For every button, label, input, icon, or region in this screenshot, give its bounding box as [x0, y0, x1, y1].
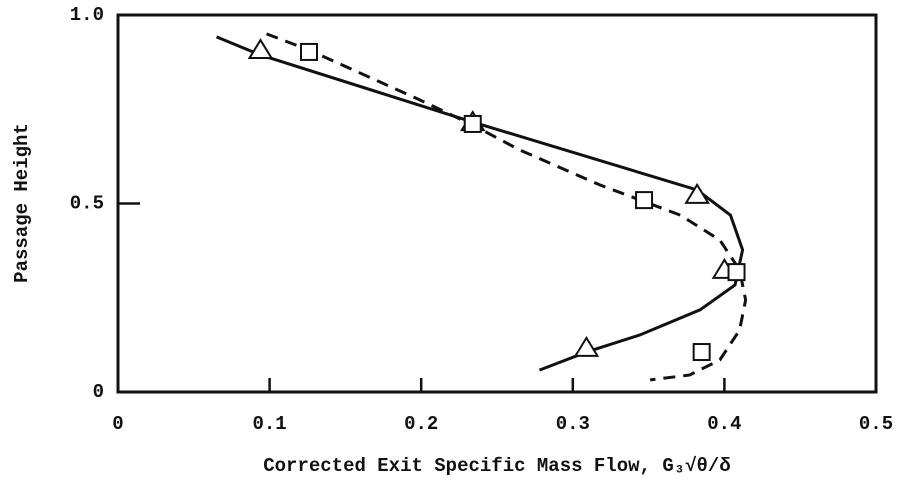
- x-tick-label: 0.5: [859, 413, 893, 435]
- y-tick-label: 1.0: [70, 4, 104, 26]
- y-tick-label: 0.5: [70, 193, 104, 215]
- fit-curve: [266, 32, 748, 382]
- square-marker: [692, 343, 711, 362]
- triangle-marker: [247, 38, 274, 60]
- triangle-marker: [684, 182, 710, 204]
- x-tick-label: 0.1: [252, 413, 286, 435]
- x-tick-label: 0: [112, 413, 123, 435]
- square-marker: [300, 42, 319, 61]
- square-marker: [463, 114, 482, 133]
- fit-curve: [215, 35, 745, 372]
- y-tick-label: 0: [93, 381, 104, 403]
- x-tick-label: 0.3: [556, 413, 590, 435]
- square-marker: [727, 263, 746, 282]
- y-axis-label: Passage Height: [11, 123, 33, 283]
- plot-frame: [116, 13, 878, 394]
- x-axis-label: Corrected Exit Specific Mass Flow, G₃√θ/…: [263, 455, 730, 477]
- x-tick-label: 0.4: [707, 413, 741, 435]
- x-tick-label: 0.2: [404, 413, 438, 435]
- triangle-marker: [573, 335, 600, 357]
- square-marker: [635, 191, 654, 210]
